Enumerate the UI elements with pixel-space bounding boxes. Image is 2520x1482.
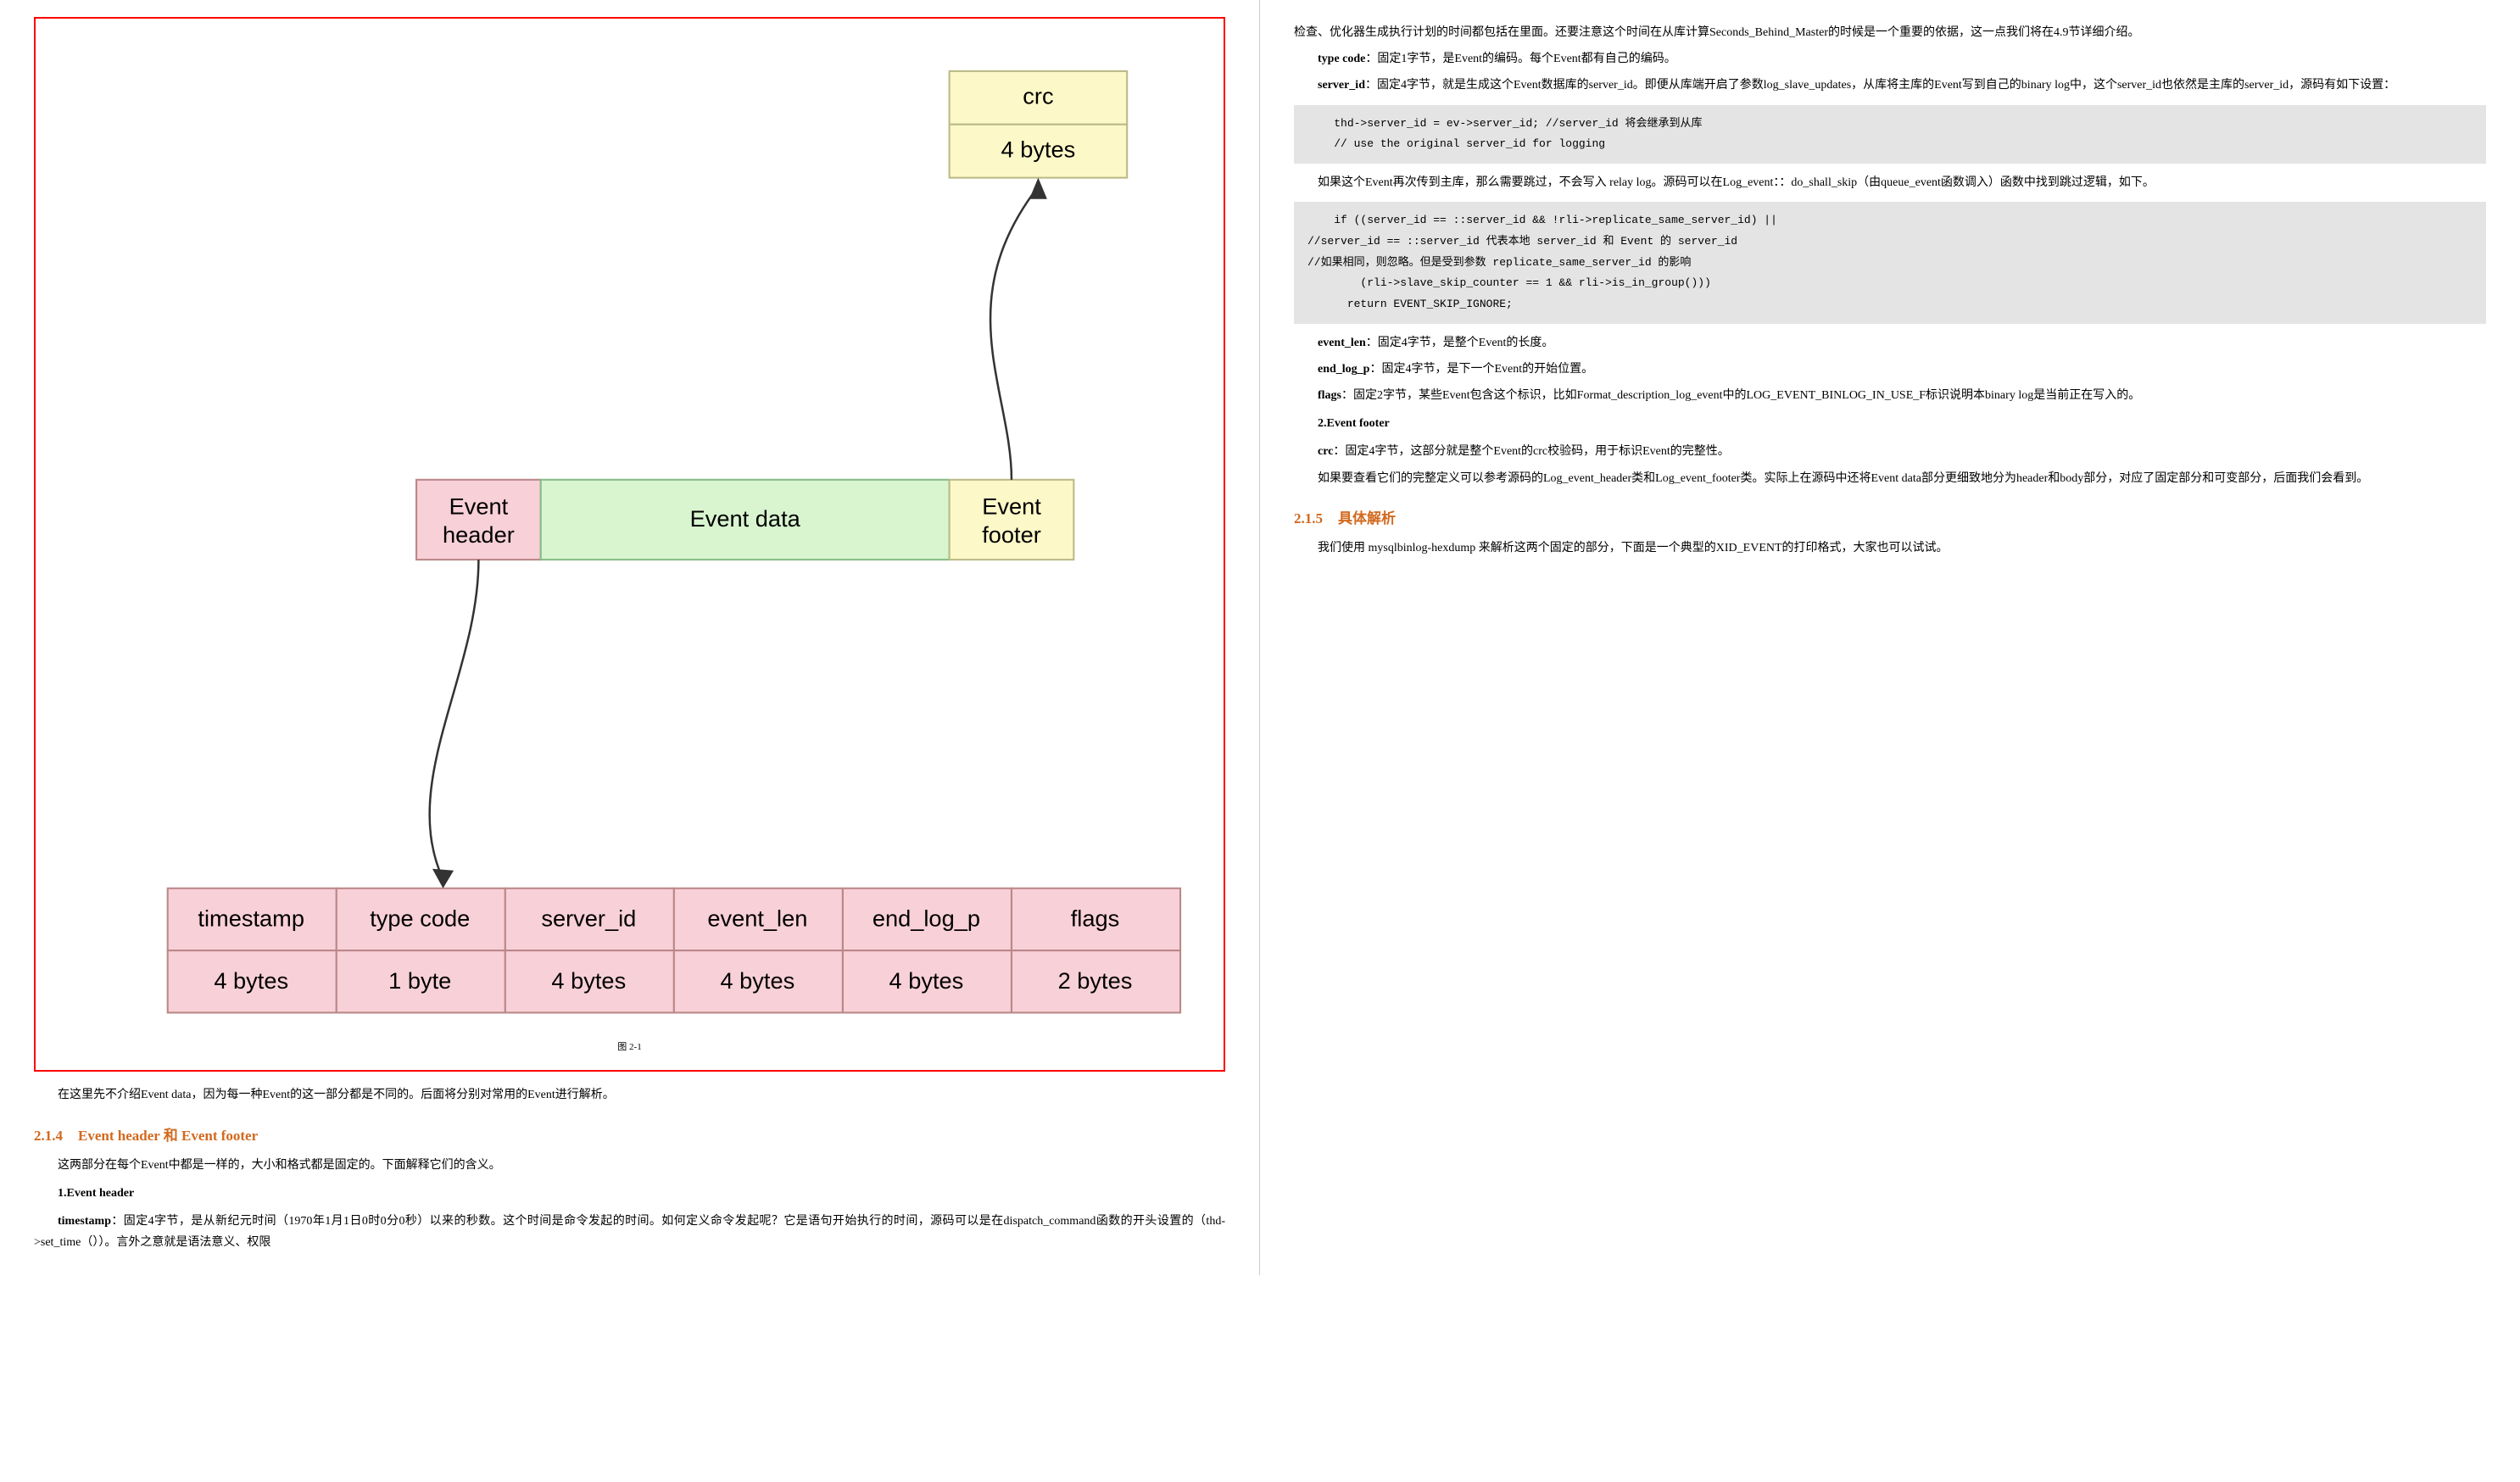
sec-2-1-5-p1: 我们使用 mysqlbinlog-hexdump 来解析这两个固定的部分，下面是… bbox=[1294, 538, 2486, 559]
section-number: 2.1.4 bbox=[34, 1128, 63, 1144]
crc-size-text: 4 bytes bbox=[1001, 136, 1076, 162]
typecode-desc: type code：固定1字节，是Event的编码。每个Event都有自己的编码… bbox=[1294, 48, 2486, 70]
serverid-term: server_id bbox=[1318, 79, 1365, 92]
event-footer-text-1: Event bbox=[982, 493, 1041, 520]
svg-text:4 bytes: 4 bytes bbox=[551, 967, 626, 994]
crc-term: crc bbox=[1318, 445, 1333, 458]
figure-caption: 图 2-1 bbox=[61, 1039, 1198, 1053]
left-page: crc 4 bytes Event header Event data Even… bbox=[0, 0, 1260, 1275]
svg-text:timestamp: timestamp bbox=[198, 905, 304, 932]
event-structure-diagram: crc 4 bytes Event header Event data Even… bbox=[61, 36, 1198, 1030]
svg-text:flags: flags bbox=[1071, 905, 1120, 932]
endlogp-desc: end_log_p：固定4字节，是下一个Event的开始位置。 bbox=[1294, 359, 2486, 380]
serverid-text: ：固定4字节，就是生成这个Event数据库的server_id。即便从库端开启了… bbox=[1365, 79, 2395, 92]
flags-term: flags bbox=[1318, 389, 1341, 402]
flags-text: ：固定2字节，某些Event包含这个标识，比如Format_descriptio… bbox=[1341, 389, 2140, 402]
diagram-figure-2-1: crc 4 bytes Event header Event data Even… bbox=[34, 17, 1225, 1072]
event-data-text: Event data bbox=[690, 505, 801, 532]
crc-desc: crc：固定4字节，这部分就是整个Event的crc校验码，用于标识Event的… bbox=[1294, 441, 2486, 462]
flags-desc: flags：固定2字节，某些Event包含这个标识，比如Format_descr… bbox=[1294, 385, 2486, 406]
eventlen-term: event_len bbox=[1318, 337, 1366, 349]
intro-paragraph: 在这里先不介绍Event data，因为每一种Event的这一部分都是不同的。后… bbox=[34, 1084, 1225, 1106]
section-title: Event header 和 Event footer bbox=[78, 1128, 258, 1144]
crc-text-desc: ：固定4字节，这部分就是整个Event的crc校验码，用于标识Event的完整性… bbox=[1333, 445, 1729, 458]
event-header-text-1: Event bbox=[449, 493, 509, 520]
header-fields-table: timestamp type code server_id event_len … bbox=[168, 889, 1180, 1013]
subheading-event-header: 1.Event header bbox=[34, 1183, 1225, 1204]
relay-log-paragraph: 如果这个Event再次传到主库，那么需要跳过，不会写入 relay log。源码… bbox=[1294, 172, 2486, 193]
typecode-text: ：固定1字节，是Event的编码。每个Event都有自己的编码。 bbox=[1365, 53, 1675, 65]
svg-text:end_log_p: end_log_p bbox=[873, 905, 980, 932]
svg-text:4 bytes: 4 bytes bbox=[889, 967, 964, 994]
timestamp-text: ：固定4字节，是从新纪元时间（1970年1月1日0时0分0秒）以来的秒数。这个时… bbox=[34, 1215, 1225, 1249]
code-block-1: thd->server_id = ev->server_id; //server… bbox=[1294, 105, 2486, 164]
closing-paragraph: 如果要查看它们的完整定义可以参考源码的Log_event_header类和Log… bbox=[1294, 468, 2486, 489]
typecode-term: type code bbox=[1318, 53, 1365, 65]
code-block-2: if ((server_id == ::server_id && !rli->r… bbox=[1294, 202, 2486, 323]
event-header-text-2: header bbox=[443, 521, 515, 548]
svg-text:4 bytes: 4 bytes bbox=[720, 967, 794, 994]
continuation-paragraph: 检查、优化器生成执行计划的时间都包括在里面。还要注意这个时间在从库计算Secon… bbox=[1294, 22, 2486, 43]
section-2-1-5-heading: 2.1.5 具体解析 bbox=[1294, 506, 2486, 527]
svg-text:server_id: server_id bbox=[541, 905, 636, 932]
timestamp-desc: timestamp：固定4字节，是从新纪元时间（1970年1月1日0时0分0秒）… bbox=[34, 1211, 1225, 1253]
arrow-header-to-table bbox=[430, 560, 479, 879]
sec-2-1-4-p1: 这两部分在每个Event中都是一样的，大小和格式都是固定的。下面解释它们的含义。 bbox=[34, 1155, 1225, 1176]
timestamp-term: timestamp bbox=[58, 1215, 111, 1228]
serverid-desc: server_id：固定4字节，就是生成这个Event数据库的server_id… bbox=[1294, 75, 2486, 96]
svg-text:1 byte: 1 byte bbox=[388, 967, 451, 994]
arrow-footer-to-crc bbox=[990, 187, 1038, 480]
svg-text:2 bytes: 2 bytes bbox=[1058, 967, 1133, 994]
eventlen-text: ：固定4字节，是整个Event的长度。 bbox=[1366, 337, 1554, 349]
right-page: 检查、优化器生成执行计划的时间都包括在里面。还要注意这个时间在从库计算Secon… bbox=[1260, 0, 2520, 1275]
section-title-215: 具体解析 bbox=[1338, 510, 1396, 526]
event-footer-text-2: footer bbox=[982, 521, 1041, 548]
eventlen-desc: event_len：固定4字节，是整个Event的长度。 bbox=[1294, 332, 2486, 354]
section-2-1-4-heading: 2.1.4 Event header 和 Event footer bbox=[34, 1123, 1225, 1145]
crc-text: crc bbox=[1023, 83, 1053, 109]
svg-text:type code: type code bbox=[370, 905, 470, 932]
svg-text:4 bytes: 4 bytes bbox=[214, 967, 288, 994]
section-number-215: 2.1.5 bbox=[1294, 510, 1323, 526]
subheading-event-footer: 2.Event footer bbox=[1294, 413, 2486, 434]
endlogp-term: end_log_p bbox=[1318, 363, 1369, 376]
svg-text:event_len: event_len bbox=[707, 905, 807, 932]
endlogp-text: ：固定4字节，是下一个Event的开始位置。 bbox=[1369, 363, 1593, 376]
